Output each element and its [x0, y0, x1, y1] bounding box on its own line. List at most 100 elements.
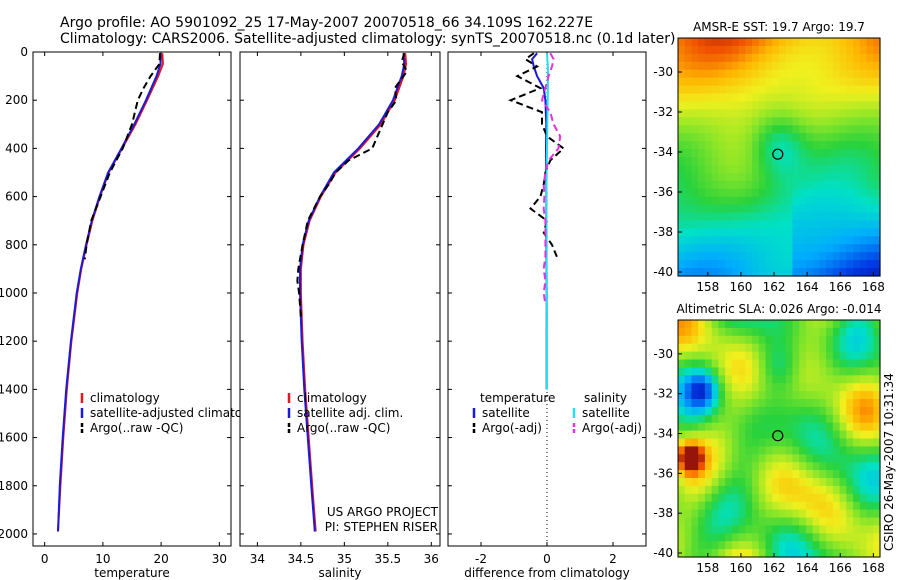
sst-heatmap-cell: [799, 61, 807, 71]
sst-heatmap-cell: [873, 109, 881, 118]
sst-heatmap-cell: [785, 45, 794, 55]
sla-heatmap-cell: [873, 391, 881, 400]
sla-heatmap-cell: [718, 383, 726, 392]
sst-heatmap-cell: [819, 45, 827, 55]
sst-heatmap-cell: [826, 212, 834, 222]
sla-heatmap-cell: [859, 320, 868, 329]
sst-heatmap-cell: [792, 125, 800, 134]
sla-heatmap-cell: [684, 343, 693, 353]
sla-heatmap-cell: [731, 501, 740, 511]
sst-heatmap-cell: [839, 85, 847, 95]
sla-heatmap-cell: [772, 399, 780, 408]
sst-heatmap-cell: [853, 157, 861, 166]
sst-heatmap-cell: [859, 141, 868, 150]
sla-heatmap-cell: [799, 327, 807, 337]
sla-heatmap-cell: [718, 399, 726, 408]
sst-heatmap-cell: [725, 141, 733, 150]
sla-heatmap-cell: [819, 343, 827, 353]
sst-heatmap-cell: [725, 180, 733, 190]
sla-heatmap-cell: [765, 351, 773, 361]
sst-heatmap-cell: [805, 61, 814, 71]
sst-heatmap-cell: [826, 164, 834, 174]
sst-heatmap-cell: [866, 172, 874, 182]
sst-heatmap-cell: [859, 204, 868, 214]
sla-heatmap-cell: [866, 422, 874, 432]
sst-heatmap-cell: [846, 61, 854, 71]
sst-heatmap-cell: [731, 157, 740, 166]
sst-heatmap-cell: [799, 204, 807, 214]
sst-heatmap-cell: [765, 188, 773, 198]
sla-heatmap-cell: [785, 391, 794, 400]
sst-heatmap-cell: [839, 188, 847, 198]
sla-heatmap-cell: [832, 391, 841, 400]
sla-heatmap-cell: [853, 343, 861, 353]
sst-heatmap-cell: [758, 220, 767, 229]
sla-heatmap-cell: [698, 343, 706, 353]
sst-heatmap-cell: [704, 133, 713, 142]
sst-heatmap-cell: [758, 252, 767, 261]
sst-heatmap-cell: [772, 141, 780, 150]
sst-heatmap-cell: [799, 141, 807, 150]
sla-heatmap-cell: [785, 375, 794, 384]
salinity-xtick-label: 34: [250, 552, 265, 566]
sst-heatmap-cell: [752, 101, 760, 110]
sla-heatmap-cell: [846, 399, 854, 408]
sst-heatmap-cell: [758, 228, 767, 237]
sla-heatmap-cell: [765, 454, 773, 463]
sst-heatmap-cell: [819, 260, 827, 269]
legend-header-temperature: temperature: [480, 391, 555, 405]
sla-heatmap-cell: [839, 462, 847, 471]
sla-heatmap-cell: [738, 462, 746, 471]
sla-heatmap-cell: [866, 359, 874, 368]
sla-heatmap-cell: [792, 422, 800, 432]
sla-heatmap-cell: [785, 541, 794, 550]
sla-heatmap-cell: [785, 478, 794, 487]
sst-heatmap-cell: [779, 157, 787, 166]
sst-heatmap-cell: [772, 117, 780, 126]
sla-heatmap-cell: [711, 343, 719, 353]
sst-heatmap-cell: [738, 53, 746, 63]
sla-heatmap-cell: [758, 446, 767, 455]
sst-heatmap-cell: [832, 141, 841, 150]
sst-heatmap-cell: [698, 125, 706, 134]
sst-heatmap-cell: [785, 157, 794, 166]
sla-heatmap-cell: [779, 541, 787, 550]
sst-heatmap-cell: [718, 117, 726, 126]
sst-heatmap-cell: [853, 101, 861, 110]
sst-heatmap-cell: [684, 228, 693, 237]
sst-heatmap-cell: [846, 180, 854, 190]
sla-xtick-label: 160: [729, 561, 752, 575]
sla-heatmap-cell: [779, 391, 787, 400]
sst-heatmap-cell: [873, 85, 881, 95]
sla-heatmap-cell: [731, 399, 740, 408]
sla-heatmap-cell: [758, 454, 767, 463]
sla-heatmap-cell: [873, 446, 881, 455]
sla-heatmap-cell: [779, 470, 787, 479]
sst-heatmap-cell: [859, 164, 868, 174]
sst-heatmap-cell: [752, 212, 760, 222]
sla-heatmap-cell: [731, 383, 740, 392]
sst-heatmap-cell: [725, 53, 733, 63]
sla-heatmap-cell: [704, 414, 713, 424]
sst-heatmap-cell: [853, 212, 861, 222]
sla-heatmap-cell: [866, 438, 874, 447]
sst-heatmap-cell: [745, 164, 753, 174]
sst-heatmap-cell: [805, 53, 814, 63]
sla-heatmap-cell: [846, 359, 854, 368]
sla-heatmap-cell: [805, 549, 814, 558]
sst-heatmap-cell: [779, 69, 787, 79]
sla-heatmap-cell: [678, 375, 686, 384]
sla-heatmap-cell: [718, 446, 726, 455]
sst-heatmap-cell: [758, 61, 767, 71]
sst-heatmap-cell: [866, 196, 874, 206]
sst-heatmap-cell: [691, 260, 699, 269]
sst-heatmap-cell: [853, 228, 861, 237]
sla-heatmap-cell: [731, 391, 740, 400]
sla-heatmap-cell: [752, 367, 760, 376]
sst-heatmap-cell: [805, 77, 814, 87]
sla-heatmap-cell: [765, 446, 773, 455]
sst-heatmap-cell: [805, 133, 814, 142]
sla-heatmap-cell: [826, 367, 834, 376]
sst-heatmap-cell: [846, 236, 854, 245]
sst-heatmap-cell: [859, 268, 868, 277]
